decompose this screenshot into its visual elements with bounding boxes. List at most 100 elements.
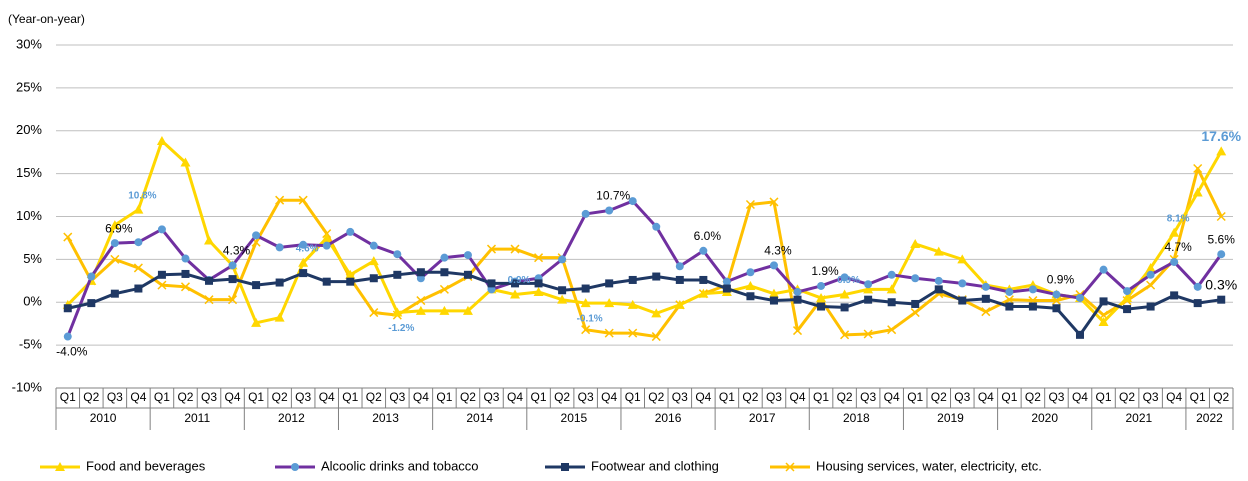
marker — [745, 280, 756, 290]
marker — [87, 272, 96, 281]
marker — [981, 294, 990, 303]
marker — [958, 296, 967, 305]
marker — [910, 308, 920, 318]
marker — [534, 253, 544, 263]
marker — [1123, 305, 1132, 314]
y-tick-label: 0% — [23, 294, 42, 309]
x-tick-label: Q1 — [248, 390, 264, 404]
marker — [63, 232, 73, 242]
x-tick-label: Q1 — [1096, 390, 1112, 404]
marker — [345, 269, 356, 279]
marker — [911, 274, 920, 283]
marker — [1075, 330, 1084, 339]
marker — [769, 296, 778, 305]
marker — [628, 328, 638, 338]
marker — [133, 204, 144, 214]
marker — [1146, 280, 1156, 290]
marker — [887, 270, 896, 279]
marker — [605, 206, 614, 215]
marker — [628, 197, 637, 206]
marker — [627, 299, 638, 309]
marker — [274, 312, 285, 322]
x-tick-label: Q1 — [60, 390, 76, 404]
y-tick-label: 15% — [16, 165, 42, 180]
x-tick-label: Q1 — [531, 390, 547, 404]
x-tick-label: Q4 — [601, 390, 617, 404]
marker — [558, 255, 567, 264]
year-label: 2017 — [749, 411, 776, 425]
year-label: 2018 — [843, 411, 870, 425]
data-label: 1.9% — [811, 264, 839, 278]
x-tick-label: Q4 — [884, 390, 900, 404]
x-tick-label: Q1 — [1001, 390, 1017, 404]
marker — [652, 222, 661, 231]
marker — [910, 238, 921, 248]
marker — [887, 325, 897, 335]
marker — [487, 279, 496, 288]
x-tick-label: Q4 — [790, 390, 806, 404]
marker — [652, 272, 661, 281]
marker — [322, 241, 331, 250]
marker — [204, 295, 214, 305]
marker — [1216, 146, 1227, 156]
x-tick-label: Q2 — [366, 390, 382, 404]
marker — [1099, 297, 1108, 306]
marker — [346, 227, 355, 236]
x-tick-label: Q3 — [201, 390, 217, 404]
data-label: 10.8% — [128, 190, 156, 201]
x-tick-label: Q4 — [130, 390, 146, 404]
x-tick-label: Q4 — [319, 390, 335, 404]
marker — [746, 292, 755, 301]
data-label: 17.6% — [1201, 128, 1241, 144]
y-tick-label: 5% — [23, 251, 42, 266]
year-label: 2014 — [466, 411, 493, 425]
y-tick-label: 20% — [16, 122, 42, 137]
year-label: 2020 — [1031, 411, 1058, 425]
marker — [228, 295, 238, 305]
marker — [558, 286, 567, 295]
marker — [1122, 292, 1133, 302]
marker — [87, 299, 96, 308]
marker — [510, 289, 521, 299]
marker — [699, 246, 708, 255]
x-tick-label: Q3 — [954, 390, 970, 404]
year-label: 2010 — [90, 411, 117, 425]
marker — [698, 288, 709, 298]
x-tick-label: Q1 — [154, 390, 170, 404]
data-label: 8.1% — [1167, 213, 1190, 224]
marker — [439, 305, 450, 315]
marker — [839, 289, 850, 299]
marker — [322, 277, 331, 286]
x-tick-label: Q4 — [695, 390, 711, 404]
marker — [840, 303, 849, 312]
marker — [157, 280, 167, 290]
x-tick-label: Q4 — [507, 390, 523, 404]
marker — [180, 282, 191, 292]
marker — [416, 268, 425, 277]
x-tick-label: Q3 — [766, 390, 782, 404]
marker — [1170, 291, 1179, 300]
marker — [887, 298, 896, 307]
marker — [204, 235, 215, 245]
marker — [816, 292, 827, 302]
marker — [110, 289, 119, 298]
marker — [1028, 302, 1037, 311]
year-label: 2019 — [937, 411, 964, 425]
marker — [298, 195, 308, 205]
marker — [769, 197, 779, 207]
data-label: 4.7% — [1164, 240, 1192, 254]
legend-marker — [55, 462, 65, 471]
marker — [793, 295, 802, 304]
marker — [510, 244, 520, 254]
marker — [1075, 293, 1084, 302]
marker — [533, 286, 544, 296]
y-tick-label: 10% — [16, 208, 42, 223]
marker — [368, 256, 379, 266]
marker — [675, 275, 684, 284]
y-axis-label: (Year-on-year) — [8, 12, 85, 26]
x-tick-label: Q3 — [672, 390, 688, 404]
year-label: 2011 — [184, 411, 210, 425]
marker — [581, 209, 590, 218]
marker — [439, 284, 449, 294]
x-tick-label: Q2 — [460, 390, 476, 404]
